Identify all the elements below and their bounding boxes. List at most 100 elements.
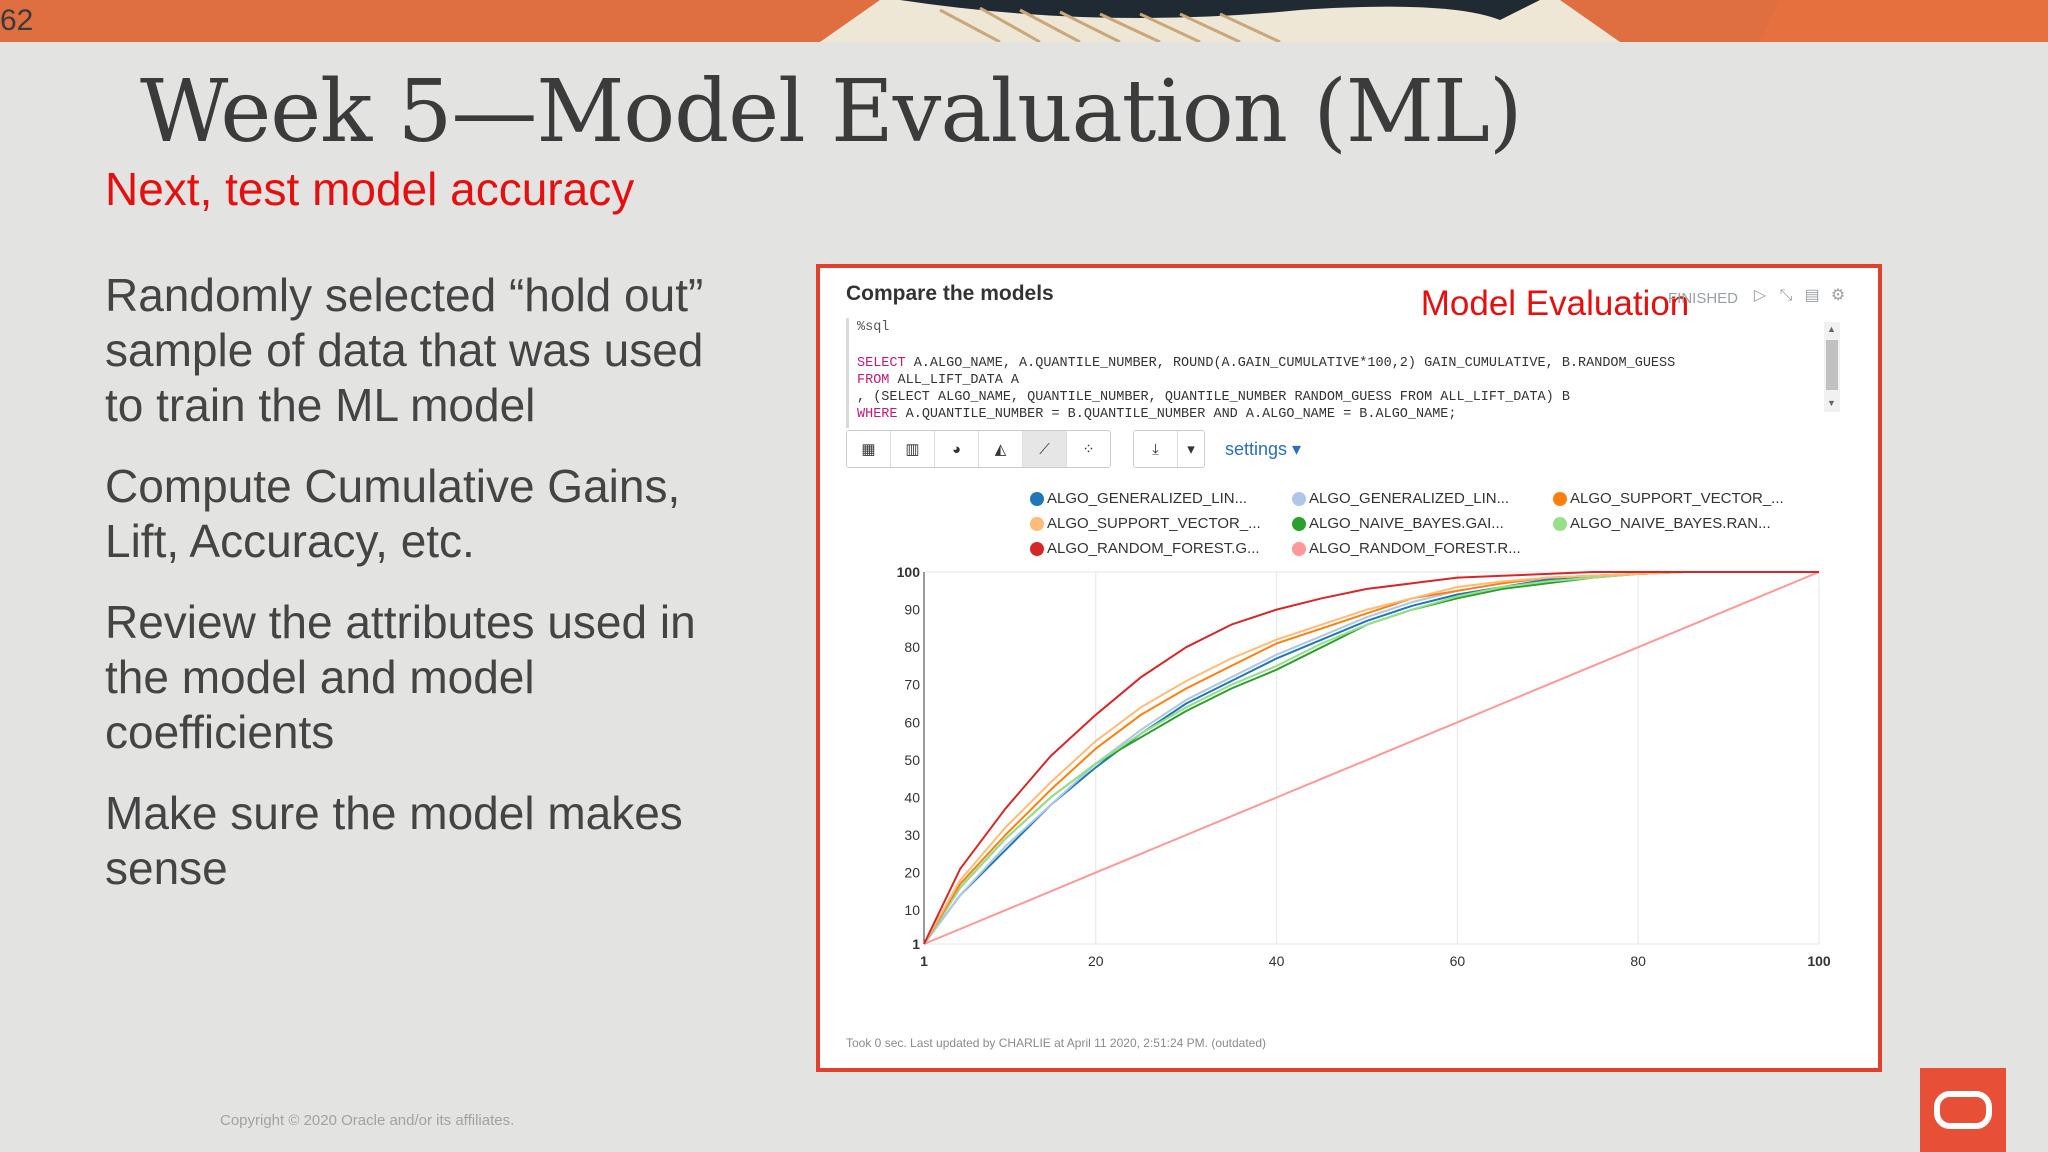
- legend-label: ALGO_NAIVE_BAYES.RAN...: [1570, 515, 1771, 532]
- legend-item[interactable]: ALGO_RANDOM_FOREST.R...: [1292, 540, 1521, 557]
- sql-keyword: WHERE: [857, 407, 898, 422]
- y-tick-label: 90: [904, 602, 920, 618]
- table-icon: ▦: [861, 441, 876, 458]
- area-chart-button[interactable]: ◭: [979, 431, 1023, 467]
- code-line: FROM ALL_LIFT_DATA A: [857, 373, 1019, 388]
- slide-number: 62: [0, 4, 34, 37]
- download-dropdown-button[interactable]: ▾: [1178, 431, 1204, 467]
- bullet-list: Randomly selected “hold out” sample of d…: [105, 268, 745, 922]
- code-language: %sql: [857, 320, 890, 335]
- y-tick-label: 60: [904, 714, 920, 730]
- legend-dot: [1030, 516, 1044, 531]
- legend-item[interactable]: ALGO_SUPPORT_VECTOR_...: [1553, 490, 1784, 507]
- legend-item[interactable]: ALGO_NAIVE_BAYES.GAI...: [1292, 515, 1504, 532]
- legend-dot: [1292, 541, 1306, 556]
- line-chart-icon: ⟋: [1039, 440, 1050, 458]
- x-tick-label: 20: [1088, 953, 1104, 969]
- code-editor[interactable]: %sql SELECT A.ALGO_NAME, A.QUANTILE_NUMB…: [846, 318, 1849, 428]
- sql-keyword: SELECT: [857, 356, 906, 371]
- series-line: [923, 571, 1819, 945]
- x-tick-label: 60: [1450, 953, 1466, 969]
- scatter-chart-icon: ⁘: [1082, 441, 1095, 458]
- hide-code-icon[interactable]: ⤡: [1779, 287, 1793, 304]
- legend-label: ALGO_RANDOM_FOREST.G...: [1047, 540, 1260, 557]
- bullet-item: Compute Cumulative Gains, Lift, Accuracy…: [105, 460, 681, 567]
- code-text: ALL_LIFT_DATA A: [889, 373, 1020, 388]
- caret-down-icon: ▾: [1187, 441, 1195, 458]
- scroll-up-icon[interactable]: ▲: [1827, 324, 1836, 334]
- y-tick-label: 30: [904, 827, 920, 843]
- download-button[interactable]: ⤓: [1134, 431, 1178, 467]
- code-text: A.ALGO_NAME, A.QUANTILE_NUMBER, ROUND(A.…: [905, 356, 1676, 371]
- settings-link[interactable]: settings ▾: [1225, 438, 1302, 459]
- legend-dot: [1030, 491, 1044, 506]
- y-tick-label: 70: [904, 677, 920, 693]
- scrollbar-thumb[interactable]: [1826, 340, 1838, 390]
- download-icon: ⤓: [1152, 440, 1159, 458]
- line-chart: 1 10 20 30 40 50 60 70 80 90 100 1 20 40 60 80 100: [897, 564, 1831, 969]
- download-buttons: ⤓ ▾: [1133, 430, 1205, 468]
- code-line: WHERE A.QUANTILE_NUMBER = B.QUANTILE_NUM…: [857, 407, 1457, 422]
- notebook-paragraph: Compare the models Model Evaluation FINI…: [816, 264, 1882, 1072]
- bullet-item: Review the attributes used in the model …: [105, 596, 696, 758]
- legend-item[interactable]: ALGO_GENERALIZED_LIN...: [1292, 490, 1509, 507]
- oracle-logo: [1920, 1068, 2006, 1152]
- y-tick-label: 80: [904, 639, 920, 655]
- slide-subtitle: Next, test model accuracy: [105, 163, 635, 215]
- pie-chart-button[interactable]: ◕: [935, 431, 979, 467]
- sql-keyword: FROM: [857, 373, 890, 388]
- x-tick-label: 80: [1630, 953, 1646, 969]
- visualization-toolbar: ▦ ▥ ◕ ◭ ⟋ ⁘ ⤓ ▾ settings ▾: [846, 430, 1301, 468]
- legend-dot: [1292, 516, 1306, 531]
- legend-label: ALGO_GENERALIZED_LIN...: [1047, 490, 1248, 507]
- y-tick-label: 1: [912, 936, 920, 952]
- paragraph-status: FINISHED: [1668, 290, 1739, 307]
- paragraph-controls: ▷ ⤡ ▤ ⚙: [1752, 288, 1846, 304]
- bullet-item: Make sure the model makes sense: [105, 787, 683, 894]
- slide-title: Week 5—Model Evaluation (ML): [140, 62, 1523, 162]
- code-line: , (SELECT ALGO_NAME, QUANTILE_NUMBER, QU…: [857, 390, 1570, 405]
- y-tick-label: 40: [904, 789, 920, 805]
- legend-item[interactable]: ALGO_SUPPORT_VECTOR_...: [1030, 515, 1261, 532]
- x-tick-label: 1: [920, 953, 928, 969]
- legend-dot: [1553, 491, 1567, 506]
- model-evaluation-label: Model Evaluation: [1420, 284, 1690, 323]
- code-text: A.QUANTILE_NUMBER = B.QUANTILE_NUMBER AN…: [897, 407, 1457, 422]
- legend-item[interactable]: ALGO_GENERALIZED_LIN...: [1030, 490, 1247, 507]
- code-text: , (SELECT ALGO_NAME, QUANTILE_NUMBER, QU…: [857, 390, 1570, 405]
- y-tick-label: 100: [897, 564, 921, 580]
- paragraph-title: Compare the models: [846, 282, 1054, 305]
- legend-item[interactable]: ALGO_NAIVE_BAYES.RAN...: [1553, 515, 1771, 532]
- y-tick-label: 20: [904, 865, 920, 881]
- book-icon[interactable]: ▤: [1804, 287, 1820, 304]
- oracle-logo-icon: [1934, 1091, 1992, 1129]
- x-tick-label: 40: [1269, 953, 1285, 969]
- legend-label: ALGO_NAIVE_BAYES.GAI...: [1309, 515, 1504, 532]
- x-tick-label: 100: [1807, 953, 1831, 969]
- y-tick-label: 50: [904, 752, 920, 768]
- legend-dot: [1553, 516, 1567, 531]
- table-view-button[interactable]: ▦: [847, 431, 891, 467]
- legend-item[interactable]: ALGO_RANDOM_FOREST.G...: [1030, 540, 1260, 557]
- gear-icon[interactable]: ⚙: [1830, 287, 1846, 304]
- pie-chart-icon: ◕: [951, 440, 962, 458]
- area-chart-icon: ◭: [994, 441, 1007, 458]
- legend-label: ALGO_GENERALIZED_LIN...: [1309, 490, 1510, 507]
- y-tick-label: 10: [904, 902, 920, 918]
- legend-label: ALGO_RANDOM_FOREST.R...: [1309, 540, 1521, 557]
- bar-chart-icon: ▥: [905, 441, 920, 458]
- code-scrollbar[interactable]: ▲ ▼: [1824, 322, 1840, 412]
- run-icon[interactable]: ▷: [1753, 287, 1767, 304]
- code-line: SELECT A.ALGO_NAME, A.QUANTILE_NUMBER, R…: [857, 356, 1675, 371]
- line-chart-button[interactable]: ⟋: [1023, 431, 1067, 467]
- legend-dot: [1030, 541, 1044, 556]
- banner-artwork: [0, 0, 2048, 42]
- top-banner: [0, 0, 2048, 42]
- legend-label: ALGO_SUPPORT_VECTOR_...: [1047, 515, 1261, 532]
- scatter-chart-button[interactable]: ⁘: [1067, 431, 1110, 467]
- bar-chart-button[interactable]: ▥: [891, 431, 935, 467]
- legend-dot: [1292, 491, 1306, 506]
- scroll-down-icon[interactable]: ▼: [1827, 398, 1836, 408]
- series-line: [923, 571, 1820, 945]
- copyright-notice: Copyright © 2020 Oracle and/or its affil…: [220, 1112, 515, 1129]
